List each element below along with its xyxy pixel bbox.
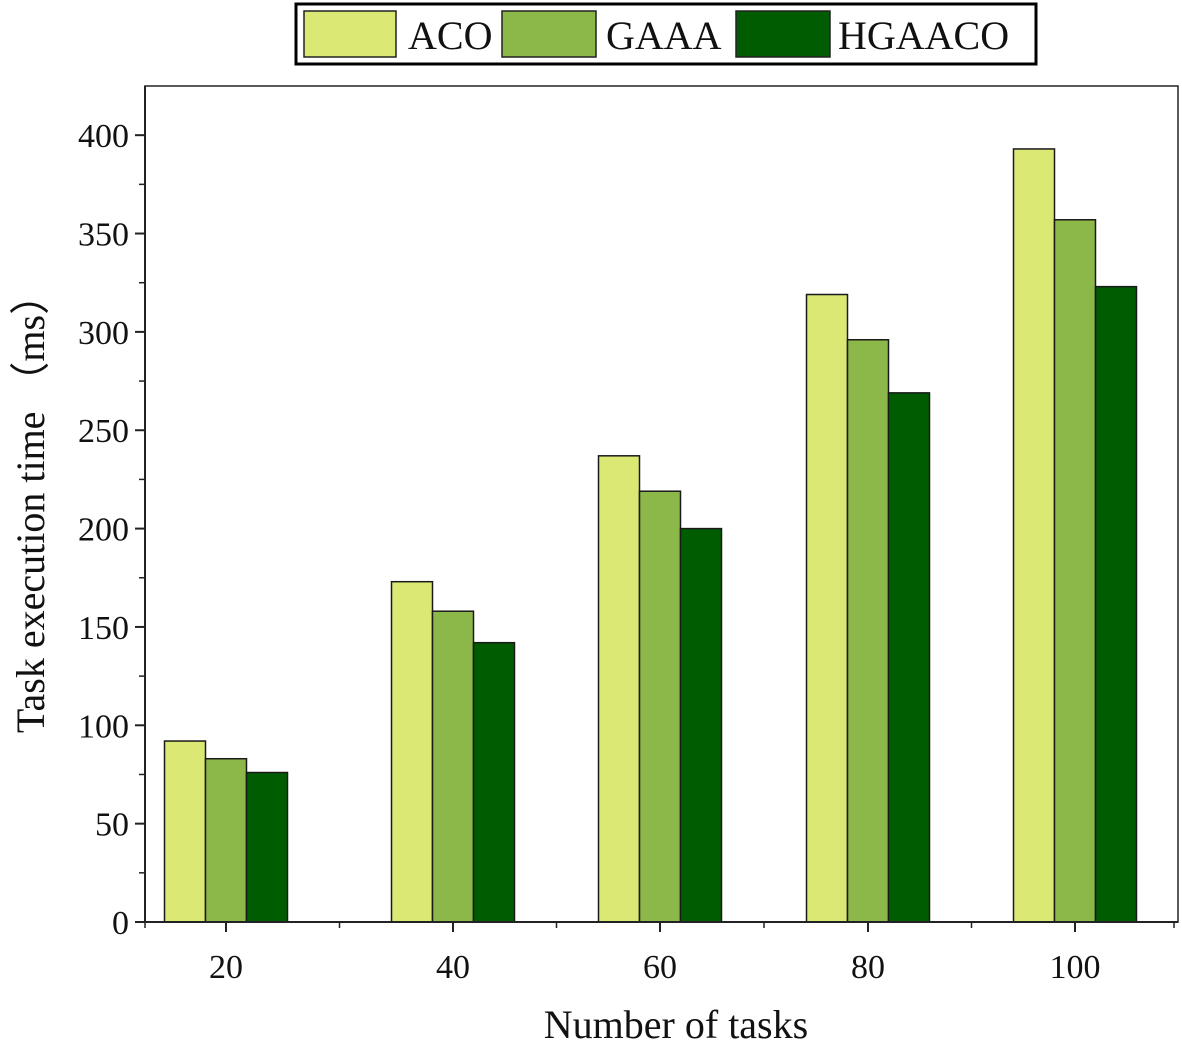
legend-swatch-aco xyxy=(303,10,397,58)
bar-hgaaco-40 xyxy=(472,641,516,923)
y-tick-label: 150 xyxy=(78,610,129,647)
legend-swatch-hgaaco xyxy=(735,10,831,58)
y-tick-label: 350 xyxy=(78,217,129,254)
bar-gaaa-60 xyxy=(638,490,682,923)
y-tick-label: 400 xyxy=(78,118,129,155)
legend-swatch-gaaa xyxy=(501,10,597,58)
x-axis: 20 40 60 80 100 xyxy=(144,921,1178,986)
bar-aco-100 xyxy=(1012,148,1056,923)
y-tick-label: 50 xyxy=(95,807,129,844)
bar-hgaaco-20 xyxy=(245,771,289,923)
bar-gaaa-40 xyxy=(431,610,475,923)
x-tick-label-40: 40 xyxy=(436,949,470,986)
y-tick-label: 0 xyxy=(112,905,129,942)
legend: ACO GAAA HGAACO xyxy=(294,2,1038,66)
y-axis: 0 50 100 150 200 250 300 350 400 xyxy=(78,86,146,942)
bar-hgaaco-100 xyxy=(1094,285,1138,923)
y-tick-label: 200 xyxy=(78,512,129,549)
legend-label-aco: ACO xyxy=(408,13,492,58)
y-tick-label: 250 xyxy=(78,413,129,450)
bar-aco-20 xyxy=(163,740,207,923)
x-axis-title: Number of tasks xyxy=(544,1002,808,1047)
bar-aco-80 xyxy=(805,293,849,923)
bar-hgaaco-60 xyxy=(679,527,723,923)
y-axis-title: Task execution time （ms） xyxy=(8,275,53,733)
legend-frame xyxy=(294,2,1038,66)
bar-aco-40 xyxy=(390,580,434,923)
x-tick-label-80: 80 xyxy=(851,949,885,986)
bar-gaaa-20 xyxy=(204,757,248,923)
bar-aco-60 xyxy=(597,455,641,923)
x-tick-label-60: 60 xyxy=(643,949,677,986)
bar-gaaa-80 xyxy=(846,339,890,923)
bar-hgaaco-80 xyxy=(887,392,931,923)
y-tick-label: 300 xyxy=(78,315,129,352)
bar-gaaa-100 xyxy=(1053,219,1097,923)
legend-label-gaaa: GAAA xyxy=(606,13,722,58)
x-tick-label-100: 100 xyxy=(1050,949,1101,986)
bar-group xyxy=(163,148,1138,923)
y-tick-label: 100 xyxy=(78,708,129,745)
x-tick-label-20: 20 xyxy=(209,949,243,986)
legend-label-hgaaco: HGAACO xyxy=(838,13,1009,58)
